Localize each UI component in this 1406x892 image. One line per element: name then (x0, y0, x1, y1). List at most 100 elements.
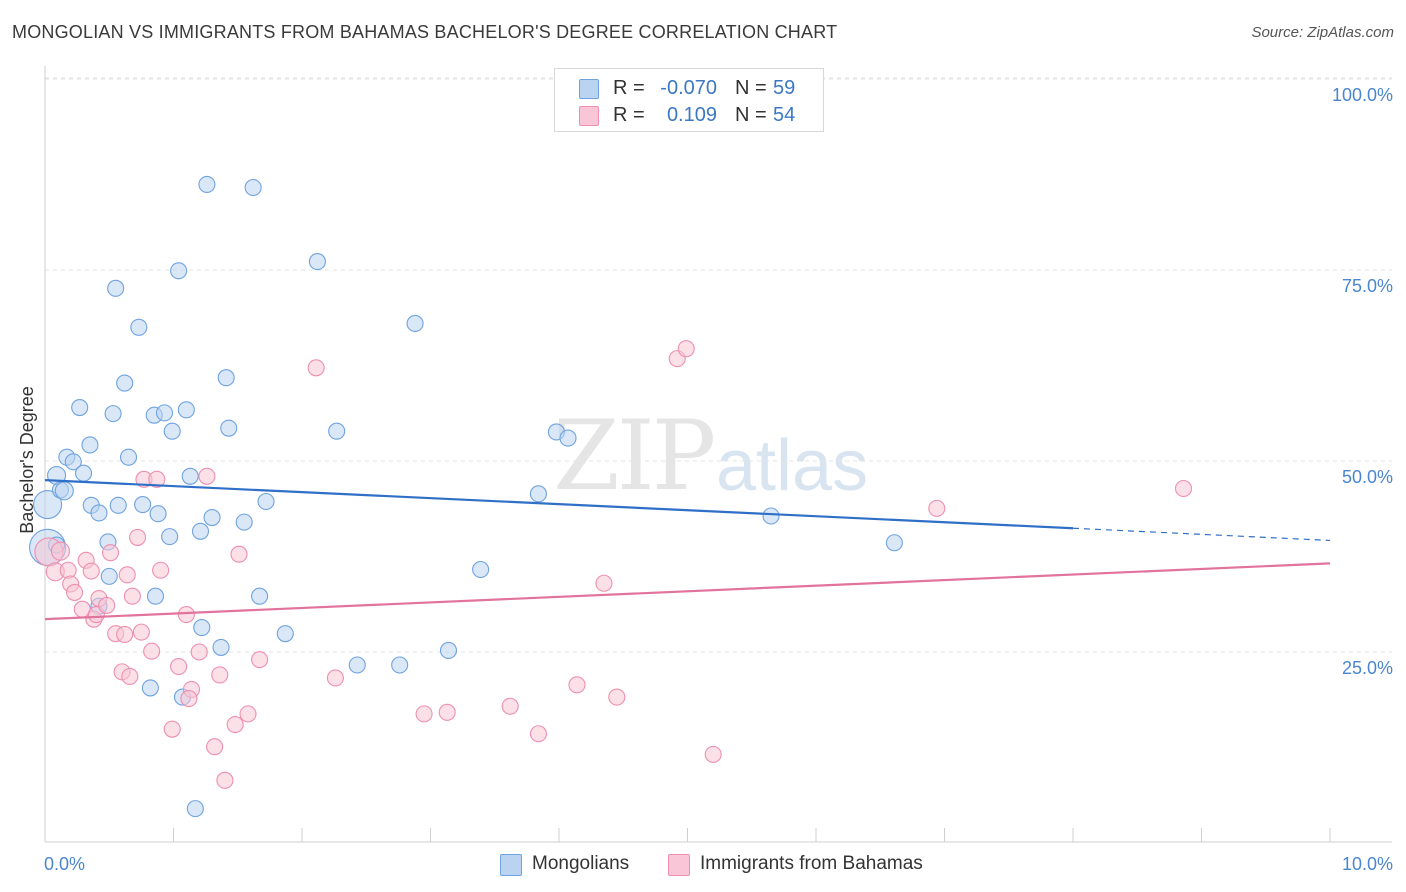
mongolians-point (181, 467, 199, 485)
mongolians-point (116, 374, 134, 392)
x-tick-label: 10.0% (1342, 854, 1393, 874)
n-value: 59 (773, 77, 796, 99)
bahamas-point (216, 771, 234, 789)
source-label: Source: ZipAtlas.com (1251, 24, 1394, 41)
bahamas-point (123, 587, 141, 605)
bahamas-point (121, 667, 139, 685)
bahamas-point (206, 738, 224, 756)
stats-row-mongolians: R = -0.070 N = 59 (555, 75, 823, 103)
bahamas-point (98, 596, 116, 614)
y-tick-label: 75.0% (1342, 276, 1393, 296)
bahamas-point (152, 561, 170, 579)
bahamas-point (415, 705, 433, 723)
bahamas-legend-swatch (668, 854, 690, 876)
bahamas-point (198, 467, 216, 485)
bahamas-point (177, 606, 195, 624)
mongolians-point (885, 534, 903, 552)
r-value: -0.070 (660, 77, 717, 99)
mongolians-point (559, 429, 577, 447)
bahamas-point (211, 666, 229, 684)
bahamas-point (66, 583, 84, 601)
mongolians-point (54, 481, 74, 501)
y-tick-label: 50.0% (1342, 467, 1393, 487)
bahamas-point (116, 625, 134, 643)
bahamas-point (501, 697, 519, 715)
bahamas-point (170, 657, 188, 676)
legend-label: Immigrants from Bahamas (700, 853, 923, 874)
bahamas-point (529, 725, 547, 743)
mongolians-point (107, 279, 125, 297)
bahamas-point (568, 676, 586, 694)
bahamas-point (928, 499, 946, 517)
mongolians-point (251, 587, 269, 605)
watermark-zip: ZIP (553, 400, 716, 512)
mongolians-point (439, 641, 458, 660)
bahamas-point (326, 669, 344, 687)
mongolians-point (100, 567, 118, 585)
mongolians-point (186, 800, 204, 818)
mongolians-point (33, 489, 63, 520)
y-tick-label: 25.0% (1342, 658, 1393, 678)
bahamas-point (132, 623, 150, 641)
mongolians-point (203, 508, 221, 527)
bahamas-point (148, 470, 166, 488)
y-axis-label: Bachelor's Degree (17, 386, 37, 534)
r-label: R = (613, 104, 645, 126)
bahamas-point (82, 562, 100, 580)
mongolians-trend-line-extension (1072, 527, 1331, 542)
mongolians-point (276, 625, 294, 643)
mongolians-point (75, 464, 93, 482)
bahamas-point (704, 745, 722, 763)
bahamas-point (143, 642, 161, 660)
mongolians-point (472, 560, 490, 579)
mongolians-point (244, 178, 262, 197)
mongolians-point (328, 422, 346, 440)
bahamas-point (128, 528, 147, 546)
x-tick-label: 0.0% (44, 854, 85, 874)
mongolians-point (217, 369, 235, 387)
chart-title: MONGOLIAN VS IMMIGRANTS FROM BAHAMAS BAC… (12, 22, 838, 42)
mongolians-point (109, 496, 127, 514)
mongolians-point (163, 422, 181, 440)
mongolians-point (762, 507, 780, 525)
mongolians-point (134, 495, 152, 514)
bahamas-point (1174, 479, 1193, 498)
bahamas-point (239, 705, 257, 723)
mongolians-point (193, 619, 211, 637)
mongolians-point (198, 175, 216, 193)
r-value: 0.109 (666, 104, 717, 126)
bahamas-point (595, 574, 613, 592)
bahamas-point (608, 688, 626, 706)
legend-label: Mongolians (532, 853, 630, 874)
bahamas-point (101, 544, 120, 562)
mongolians-point (155, 404, 174, 422)
mongolians-legend-swatch (500, 854, 522, 876)
bahamas-point (180, 690, 198, 708)
n-value: 54 (773, 104, 796, 126)
mongolians-point (348, 656, 366, 674)
mongolians-point (391, 656, 409, 674)
y-tick-label: 100.0% (1332, 85, 1393, 105)
mongolians-point (149, 505, 167, 523)
mongolians-point (161, 528, 179, 546)
mongolians-point (406, 314, 424, 333)
bahamas-point (50, 541, 70, 561)
bahamas-point (438, 703, 456, 721)
bahamas-point (307, 359, 325, 377)
mongolians-point (64, 453, 82, 471)
bahamas-trend-line (44, 562, 1331, 621)
bahamas-point (226, 716, 244, 734)
mongolians-point (90, 504, 108, 522)
mongolians-point (191, 522, 210, 540)
bahamas-point (230, 545, 248, 563)
mongolians-point (141, 679, 159, 697)
mongolians-point (130, 318, 148, 336)
watermark-atlas: atlas (716, 426, 869, 506)
mongolians-point (257, 492, 275, 511)
mongolians-point (104, 405, 122, 423)
bahamas-point (190, 643, 208, 661)
mongolians-point (71, 398, 89, 417)
mongolians-point (308, 253, 326, 271)
mongolians-trend-line (44, 479, 1074, 530)
